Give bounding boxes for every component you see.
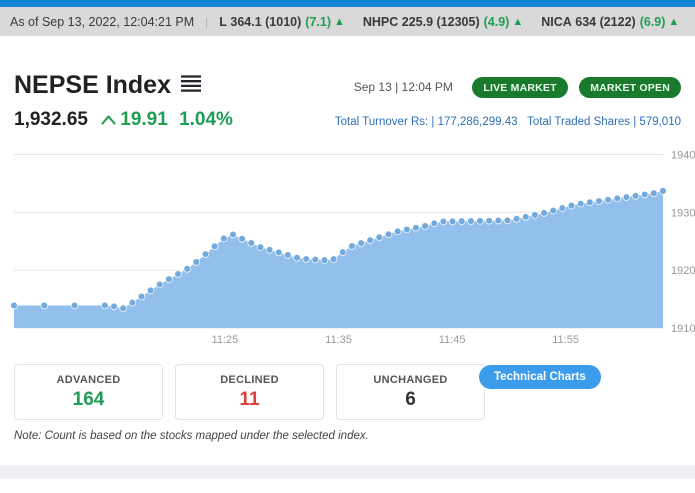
svg-text:1910: 1910 bbox=[671, 323, 695, 335]
svg-text:1920: 1920 bbox=[671, 265, 695, 277]
svg-text:11:25: 11:25 bbox=[212, 334, 239, 346]
svg-text:11:55: 11:55 bbox=[552, 334, 579, 346]
svg-text:1930: 1930 bbox=[671, 207, 695, 219]
svg-text:1940: 1940 bbox=[671, 150, 695, 162]
svg-text:11:45: 11:45 bbox=[439, 334, 466, 346]
svg-text:11:35: 11:35 bbox=[325, 334, 352, 346]
